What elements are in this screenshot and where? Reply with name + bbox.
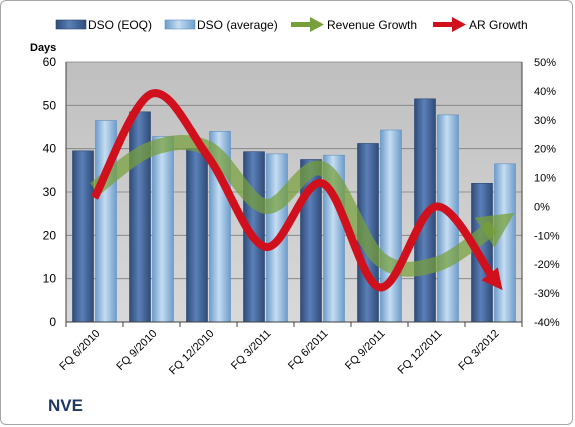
y-right-tick-label: 50% <box>534 57 556 69</box>
y-right-tick-label: -30% <box>534 288 560 300</box>
x-tick-label: FQ 6/2010 <box>57 328 102 373</box>
bar-dso-eoq <box>72 150 94 323</box>
y-left-tick-label: 30 <box>43 185 57 199</box>
x-tick-label: FQ 12/2010 <box>167 328 217 378</box>
y-right-tick-label: 30% <box>534 115 556 127</box>
y-right-tick-label: -10% <box>534 230 560 242</box>
x-tick-label: FQ 9/2010 <box>114 328 159 373</box>
y-right-tick-label: -20% <box>534 259 560 271</box>
y-right-tick-label: -40% <box>534 317 560 329</box>
x-tick-label: FQ 9/2011 <box>343 328 388 373</box>
y-right-tick-label: 20% <box>534 144 556 156</box>
y-right-tick-label: 40% <box>534 86 556 98</box>
x-tick-label: FQ 3/2011 <box>229 328 274 373</box>
legend-label: AR Growth <box>469 18 528 32</box>
y-right-tick-label: 0% <box>534 201 550 213</box>
legend-label: Revenue Growth <box>327 18 417 32</box>
bar-dso-average <box>380 129 402 323</box>
legend-label: DSO (average) <box>197 18 278 32</box>
legend: DSO (EOQ) DSO (average) Revenue Growth AR G… <box>55 17 528 32</box>
x-tick-label: FQ 12/2011 <box>396 328 445 377</box>
y-left-tick-label: 0 <box>49 315 56 329</box>
y-left-tick-label: 60 <box>43 55 57 69</box>
revenue-growth-line <box>89 135 515 277</box>
bar-dso-average <box>152 136 174 323</box>
y-left-axis-label: Days <box>30 42 56 54</box>
x-tick-label: FQ 3/2012 <box>456 328 501 373</box>
legend-swatch <box>164 19 196 30</box>
bar-dso-average <box>494 163 516 323</box>
legend-arrowhead <box>452 17 466 32</box>
x-tick-label: FQ 6/2011 <box>286 328 331 373</box>
y-left-tick-label: 20 <box>43 228 57 242</box>
legend-swatch <box>55 19 87 30</box>
company-label: NVE <box>48 396 83 415</box>
y-right-tick-label: 10% <box>534 173 556 185</box>
legend-arrowhead <box>310 17 324 32</box>
y-left-tick-label: 10 <box>43 272 57 286</box>
ar-growth-line <box>90 89 503 292</box>
y-left-tick-label: 40 <box>43 142 57 156</box>
y-left-tick-label: 50 <box>43 98 57 112</box>
line-series <box>89 89 515 292</box>
bar-dso-eoq <box>186 148 208 323</box>
legend-label: DSO (EOQ) <box>88 18 152 32</box>
